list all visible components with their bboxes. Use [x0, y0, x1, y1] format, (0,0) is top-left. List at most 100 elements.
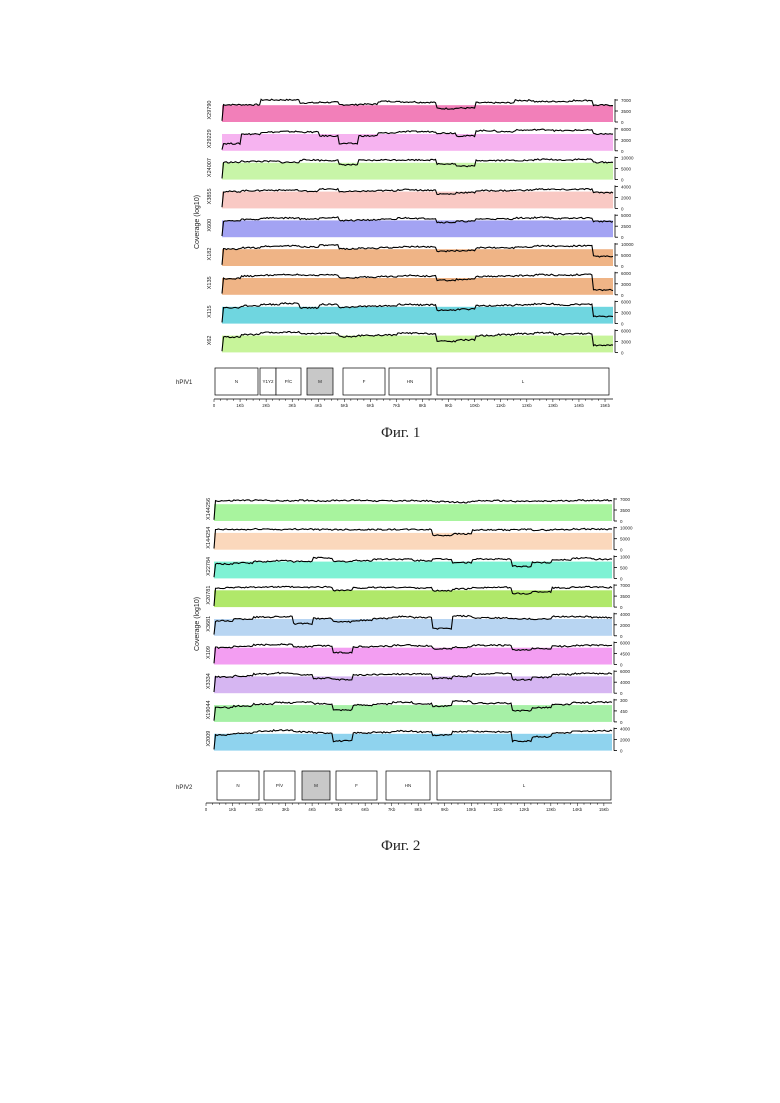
- coverage-tick-label: 0: [620, 548, 623, 553]
- coverage-track: 700035000X144256: [206, 497, 631, 524]
- coverage-tick-label: 0: [620, 605, 623, 610]
- coverage-tick-label: 500: [620, 565, 628, 570]
- coverage-tick-label: 2000: [620, 738, 631, 743]
- coverage-tick-label: 0: [621, 235, 624, 240]
- gene-label: N: [236, 783, 239, 788]
- coverage-track: 700035000X20781: [206, 583, 631, 610]
- kb-tick-label: 4Kb: [315, 403, 323, 408]
- sample-name: X3855: [207, 188, 213, 204]
- coverage-tick-label: 6000: [620, 641, 631, 646]
- coverage-tick-label: 0: [621, 149, 624, 154]
- coverage-tick-label: 3000: [621, 282, 632, 287]
- coverage-track: 600030000X29229: [207, 127, 632, 154]
- sample-name: X22784: [206, 557, 212, 576]
- kb-tick-label: 14Kb: [574, 403, 584, 408]
- virus-label: hPIV1: [176, 380, 193, 386]
- coverage-band: [214, 734, 612, 751]
- sample-name: X62: [207, 336, 213, 346]
- coverage-tick-label: 2000: [620, 623, 631, 628]
- kb-tick-label: 11Kb: [493, 807, 503, 812]
- kb-tick-label: 14Kb: [572, 807, 582, 812]
- coverage-tick-label: 300: [620, 698, 628, 703]
- coverage-tick-label: 4000: [620, 727, 631, 732]
- kb-tick-label: 2Kb: [262, 403, 270, 408]
- coverage-tick-label: 0: [621, 178, 624, 183]
- coverage-track: 600030000X115: [207, 300, 632, 327]
- gene-label: F: [355, 783, 358, 788]
- gene-label: M: [318, 379, 322, 384]
- coverage-tick-label: 0: [620, 519, 623, 524]
- sample-name: X109: [206, 646, 212, 659]
- coverage-tick-label: 3500: [621, 109, 632, 114]
- coverage-track: 500025000X600: [207, 213, 632, 240]
- kb-tick-label: 7Kb: [393, 403, 401, 408]
- coverage-track: 400020000X2009: [206, 727, 631, 754]
- coverage-tick-label: 5000: [621, 253, 632, 258]
- coverage-track: 400020000X3681: [206, 612, 631, 639]
- kb-tick-label: 15Kb: [599, 807, 609, 812]
- coverage-tick-label: 6000: [621, 300, 632, 305]
- coverage-band: [222, 105, 613, 122]
- coverage-tick-label: 0: [620, 691, 623, 696]
- coverage-band: [222, 163, 613, 180]
- sample-name: X182: [207, 248, 213, 261]
- coverage-tick-label: 5000: [620, 537, 631, 542]
- figure-1-caption: Фиг. 1: [381, 425, 420, 442]
- coverage-track: 600030000X62: [207, 328, 632, 355]
- coverage-band: [214, 705, 612, 722]
- sample-name: X3334: [206, 673, 212, 689]
- kb-tick-label: 11Kb: [496, 403, 506, 408]
- coverage-band: [222, 336, 613, 353]
- coverage-tick-label: 0: [621, 206, 624, 211]
- kb-tick-label: 3Kb: [282, 807, 290, 812]
- kb-tick-label: 2Kb: [255, 807, 263, 812]
- sample-name: X20781: [206, 586, 212, 605]
- sample-name: X600: [207, 219, 213, 232]
- coverage-tick-label: 10000: [621, 156, 634, 161]
- coverage-tick-label: 0: [621, 264, 624, 269]
- coverage-tick-label: 0: [620, 749, 623, 754]
- kb-tick-label: 5Kb: [341, 403, 349, 408]
- coverage-track: 600040000X3334: [206, 669, 631, 696]
- coverage-track: 400020000X3855: [207, 184, 632, 211]
- coverage-band: [222, 249, 613, 266]
- kb-tick-label: 0: [205, 807, 208, 812]
- gene-label: HN: [405, 783, 412, 788]
- kb-tick-label: 7Kb: [388, 807, 396, 812]
- coverage-tick-label: 0: [620, 720, 623, 725]
- coverage-tick-label: 0: [621, 350, 624, 355]
- coverage-band: [214, 533, 612, 550]
- coverage-band: [214, 676, 612, 693]
- coverage-band: [214, 619, 612, 636]
- coverage-axis-label: Coverage (log10): [194, 195, 201, 249]
- sample-name: X24007: [207, 158, 213, 177]
- kb-tick-label: 13Kb: [548, 403, 558, 408]
- coverage-track: 10005000X22784: [206, 554, 631, 581]
- gene-label: N: [235, 379, 238, 384]
- coverage-track: 3004500X19044: [206, 698, 628, 725]
- coverage-band: [222, 192, 613, 209]
- coverage-tick-label: 6000: [620, 669, 631, 674]
- coverage-tick-label: 7000: [621, 98, 632, 103]
- gene-label: Y1Y2: [262, 379, 274, 384]
- kb-tick-label: 12Kb: [522, 403, 532, 408]
- coverage-band: [222, 307, 613, 324]
- coverage-tick-label: 5000: [621, 213, 632, 218]
- coverage-tick-label: 6000: [621, 127, 632, 132]
- gene-label: HN: [407, 379, 414, 384]
- coverage-tick-label: 4000: [621, 184, 632, 189]
- kb-tick-label: 3Kb: [288, 403, 296, 408]
- coverage-band: [214, 562, 612, 579]
- coverage-tick-label: 7000: [620, 497, 631, 502]
- virus-label: hPIV2: [176, 785, 193, 791]
- kb-tick-label: 6Kb: [367, 403, 375, 408]
- coverage-tick-label: 3500: [620, 594, 631, 599]
- coverage-band: [214, 648, 612, 665]
- coverage-track: 1000050000X144254: [206, 526, 633, 553]
- kb-tick-label: 15Kb: [600, 403, 610, 408]
- coverage-tick-label: 0: [621, 120, 624, 125]
- coverage-tick-label: 3000: [621, 339, 632, 344]
- sample-name: X135: [207, 276, 213, 289]
- sample-name: X29790: [207, 101, 213, 120]
- coverage-tick-label: 10000: [621, 242, 634, 247]
